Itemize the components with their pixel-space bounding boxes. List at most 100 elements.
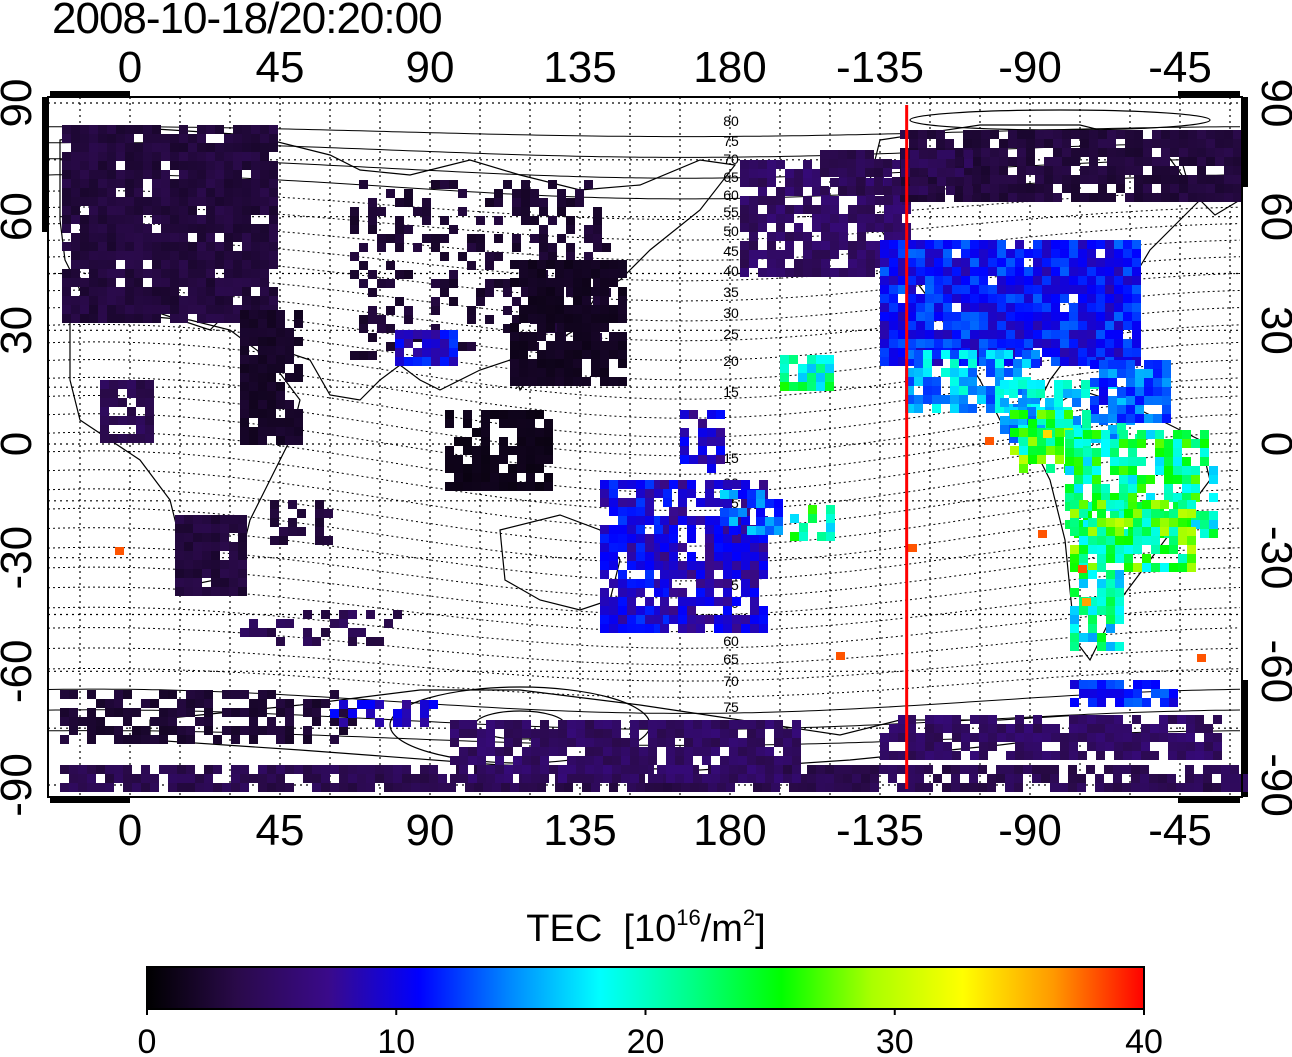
tec-cell [519, 350, 528, 359]
tec-cell [961, 249, 970, 258]
tec-cell [220, 560, 229, 569]
bottom-lon-tick: 0 [118, 806, 142, 855]
contour-label: 70 [723, 673, 739, 689]
tec-cell [240, 364, 249, 373]
tec-cell [961, 742, 970, 751]
tec-cell [1128, 484, 1137, 493]
tec-cell [816, 373, 825, 382]
tec-cell [1209, 493, 1218, 502]
tec-cell [161, 242, 170, 251]
tec-cell [591, 368, 600, 377]
tec-cell [1133, 563, 1142, 572]
tec-cell [1151, 680, 1160, 689]
tec-cell [1013, 359, 1022, 368]
tec-cell [918, 130, 927, 139]
top-lon-tick: 0 [118, 43, 142, 92]
tec-cell [1062, 139, 1071, 148]
tec-cell [889, 330, 898, 339]
tec-cell [1146, 475, 1155, 484]
tec-cell [1097, 518, 1106, 527]
tec-cell [1116, 157, 1125, 166]
tec-cell [195, 774, 204, 783]
tec-cell [134, 260, 143, 269]
tec-cell [645, 606, 654, 615]
tec-cell [519, 332, 528, 341]
tec-cell [1006, 312, 1015, 321]
tec-cell [1132, 267, 1141, 276]
tec-cell [1024, 276, 1033, 285]
tec-cell [431, 279, 440, 288]
tec-cell [618, 525, 627, 534]
tec-cell [1060, 733, 1069, 742]
tec-cell [1096, 312, 1105, 321]
tec-cell [923, 395, 932, 404]
tec-cell [1114, 258, 1123, 267]
tec-cell [636, 480, 645, 489]
tec-cell [136, 416, 145, 425]
tec-cell [1070, 606, 1079, 615]
tec-cell [848, 259, 857, 268]
tec-cell [267, 774, 276, 783]
tec-cell [1153, 414, 1162, 423]
tec-cell [114, 765, 123, 774]
tec-cell [893, 160, 902, 169]
tec-cell [1036, 380, 1045, 389]
tec-cell [924, 783, 933, 792]
tec-cell [889, 321, 898, 330]
tec-cell [1122, 783, 1131, 792]
tec-cell [125, 206, 134, 215]
tec-cell [898, 285, 907, 294]
tec-cell [803, 241, 812, 250]
tec-cell [1135, 378, 1144, 387]
tec-cell [1015, 339, 1024, 348]
tec-cell [600, 305, 609, 314]
tec-cell [1186, 742, 1195, 751]
tec-cell [687, 597, 696, 606]
tec-cell [627, 624, 636, 633]
tec-cell [231, 690, 240, 699]
tec-cell [968, 377, 977, 386]
tec-cell [454, 464, 463, 473]
tec-cell [558, 765, 567, 774]
tec-cell [618, 606, 627, 615]
tec-cell [1069, 285, 1078, 294]
tec-cell [843, 774, 852, 783]
tec-cell [100, 398, 109, 407]
tec-cell [666, 756, 675, 765]
tec-cell [1155, 439, 1164, 448]
tec-cell [648, 729, 657, 738]
tec-cell [558, 720, 567, 729]
tec-cell [114, 726, 123, 735]
tec-cell [1009, 416, 1018, 425]
tec-cell [857, 250, 866, 259]
tec-cell [510, 260, 519, 269]
tec-cell [1105, 240, 1114, 249]
tec-cell [954, 148, 963, 157]
tec-cell [62, 188, 71, 197]
tec-cell [669, 480, 678, 489]
tec-cell [585, 747, 594, 756]
tec-cell [1114, 339, 1123, 348]
tec-cell [740, 223, 749, 232]
tec-cell [816, 364, 825, 373]
tec-cell [857, 214, 866, 223]
tec-cell [747, 774, 756, 783]
tec-cell [211, 524, 220, 533]
tec-cell [114, 699, 123, 708]
tec-cell [100, 434, 109, 443]
tec-cell [794, 178, 803, 187]
tec-cell [555, 287, 564, 296]
tec-cell [114, 708, 123, 717]
tec-cell [242, 152, 251, 161]
tec-cell [1233, 184, 1242, 193]
tec-cell [260, 188, 269, 197]
tec-cell [231, 735, 240, 744]
tec-cell [161, 197, 170, 206]
tec-cell [960, 765, 969, 774]
tec-cell [499, 455, 508, 464]
tec-cell [215, 179, 224, 188]
tec-cell [1106, 536, 1115, 545]
tec-cell [519, 278, 528, 287]
tec-cell [747, 738, 756, 747]
tec-cell [714, 597, 723, 606]
